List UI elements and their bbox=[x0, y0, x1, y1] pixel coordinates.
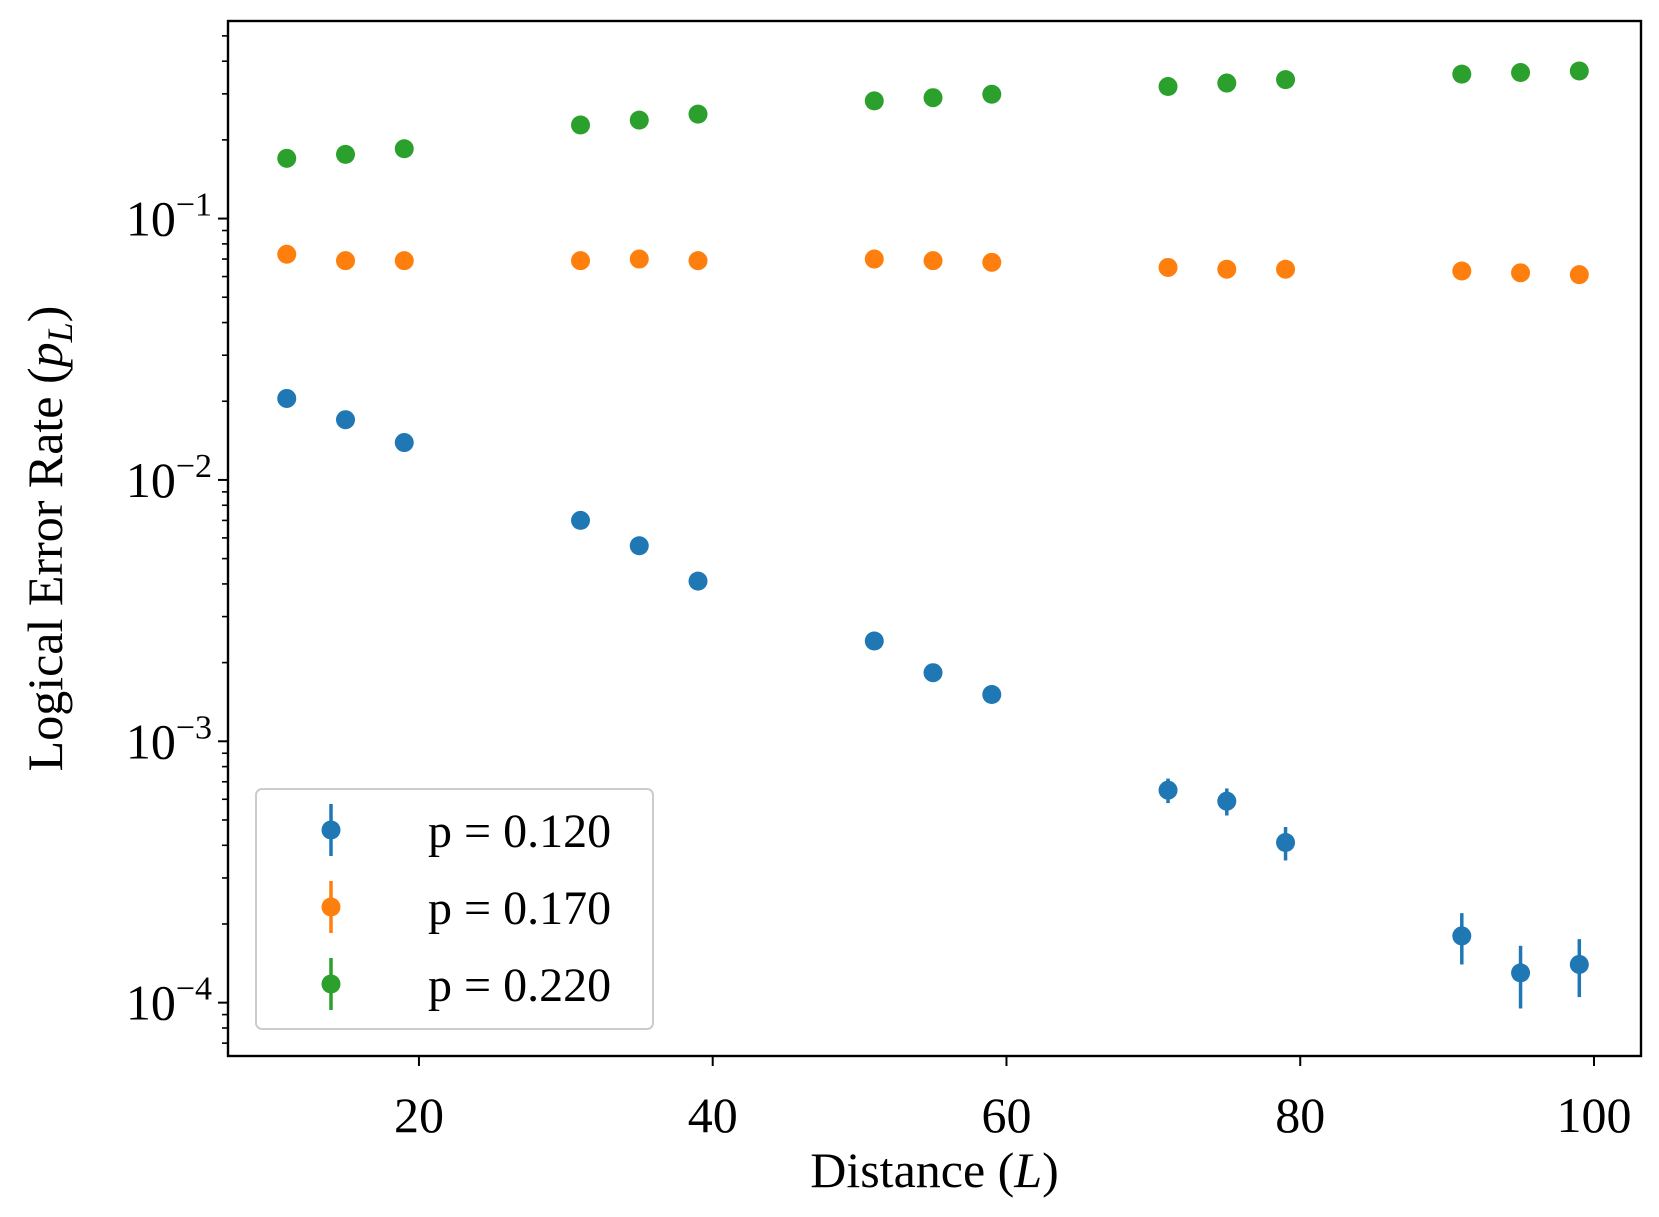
data-point bbox=[923, 663, 943, 683]
x-axis-label: Distance (L) bbox=[810, 1142, 1059, 1198]
legend-entry-2: p = 0.170 bbox=[321, 881, 611, 935]
data-point bbox=[1276, 70, 1296, 90]
legend-entry-3: p = 0.220 bbox=[321, 958, 611, 1012]
data-point bbox=[1217, 259, 1237, 279]
x-tick-label: 40 bbox=[688, 1087, 738, 1143]
data-point bbox=[1569, 954, 1589, 974]
data-point bbox=[1217, 73, 1237, 93]
series-1 bbox=[277, 388, 1589, 1009]
data-point bbox=[688, 104, 708, 124]
legend-label: p = 0.170 bbox=[428, 882, 611, 935]
series-3 bbox=[277, 61, 1589, 168]
data-point bbox=[277, 388, 297, 408]
data-point bbox=[1569, 265, 1589, 285]
data-point bbox=[394, 251, 414, 271]
data-point bbox=[1217, 791, 1237, 811]
data-point bbox=[923, 251, 943, 271]
data-point bbox=[1569, 61, 1589, 81]
data-point bbox=[277, 148, 297, 168]
x-tick-label: 60 bbox=[981, 1087, 1031, 1143]
legend: p = 0.120 p = 0.170 p = 0.220 bbox=[255, 788, 654, 1030]
data-point bbox=[688, 571, 708, 591]
legend-marker bbox=[321, 974, 341, 994]
axes: 20 40 60 80 100 10−4 10−3 10−2 10−1 Distance (L) L… bbox=[17, 19, 1643, 1198]
legend-marker bbox=[321, 820, 341, 840]
legend-label: p = 0.220 bbox=[428, 959, 611, 1012]
legend-label: p = 0.120 bbox=[428, 805, 611, 858]
data-point bbox=[982, 252, 1002, 272]
data-point bbox=[629, 249, 649, 269]
legend-marker bbox=[321, 897, 341, 917]
data-marks bbox=[277, 61, 1589, 1009]
data-point bbox=[629, 536, 649, 556]
data-point bbox=[864, 631, 884, 651]
y-tick-label: 10−4 bbox=[126, 971, 212, 1031]
data-point bbox=[1158, 780, 1178, 800]
data-point bbox=[1452, 64, 1472, 84]
y-tick-label: 10−1 bbox=[126, 187, 212, 247]
data-point bbox=[1158, 257, 1178, 277]
series-2 bbox=[277, 244, 1589, 285]
y-axis-label: Logical Error Rate (pL) bbox=[17, 306, 80, 772]
data-point bbox=[336, 251, 356, 271]
data-point bbox=[1452, 261, 1472, 281]
data-point bbox=[629, 110, 649, 130]
data-point bbox=[1511, 263, 1531, 283]
data-point bbox=[571, 510, 591, 530]
data-point bbox=[336, 410, 356, 430]
legend-box bbox=[255, 788, 654, 1030]
data-point bbox=[277, 244, 297, 264]
legend-entry-1: p = 0.120 bbox=[321, 804, 611, 858]
x-tick-label: 80 bbox=[1275, 1087, 1325, 1143]
data-point bbox=[1276, 259, 1296, 279]
data-point bbox=[336, 144, 356, 164]
data-point bbox=[1452, 926, 1472, 946]
y-tick-label: 10−2 bbox=[126, 448, 212, 508]
y-tick-label: 10−3 bbox=[126, 709, 212, 769]
data-point bbox=[394, 433, 414, 453]
data-point bbox=[571, 251, 591, 271]
data-point bbox=[982, 685, 1002, 705]
data-point bbox=[864, 91, 884, 111]
data-point bbox=[571, 115, 591, 135]
data-point bbox=[982, 84, 1002, 104]
data-point bbox=[923, 88, 943, 108]
data-point bbox=[1276, 832, 1296, 852]
data-point bbox=[864, 249, 884, 269]
data-point bbox=[394, 139, 414, 159]
data-point bbox=[1511, 63, 1531, 83]
data-point bbox=[688, 251, 708, 271]
data-point bbox=[1158, 77, 1178, 97]
x-tick-label: 20 bbox=[394, 1087, 444, 1143]
x-tick-label: 100 bbox=[1556, 1087, 1631, 1143]
data-point bbox=[1511, 963, 1531, 983]
